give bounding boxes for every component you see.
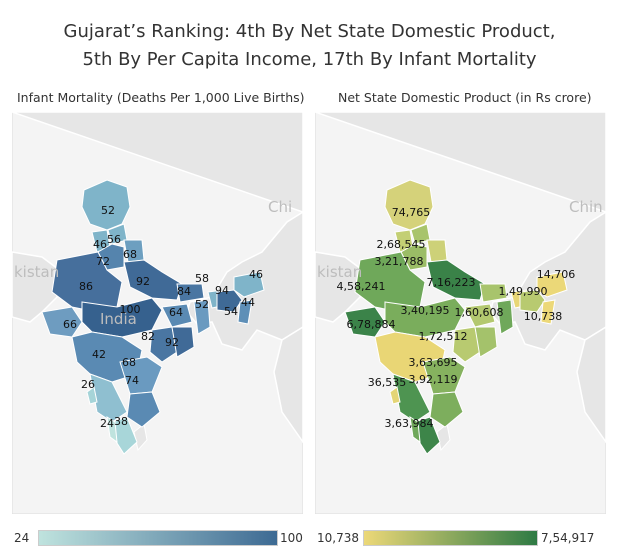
imr-region-kerala[interactable] [106, 416, 118, 444]
imr-value-label: 82 [141, 330, 155, 343]
nsdp-region-arunachal[interactable] [536, 271, 568, 298]
imr-value-label: 86 [79, 280, 93, 293]
nsdp-region-gujarat[interactable] [344, 306, 386, 338]
nsdp-value-label: 2,68,545 [377, 238, 426, 251]
nsdp-value-label: 1,72,512 [419, 330, 468, 343]
imr-value-label: 92 [165, 336, 179, 349]
imr-place-label-pakistan: kistan [14, 263, 59, 281]
nsdp-value-label: 4,58,241 [337, 280, 386, 293]
imr-region-chhattisgarh[interactable] [149, 326, 178, 363]
imr-region-arunachal[interactable] [233, 271, 265, 298]
imr-value-label: 68 [122, 356, 136, 369]
imr-value-label: 58 [195, 272, 209, 285]
imr-legend: 24 100 [14, 528, 303, 548]
imr-region-odisha[interactable] [171, 326, 195, 358]
imr-region-jharkhand[interactable] [161, 303, 193, 328]
nsdp-region-kerala[interactable] [409, 416, 421, 444]
imr-region-assam[interactable] [216, 289, 243, 313]
imr-value-label: 72 [96, 255, 110, 268]
imr-legend-max: 100 [280, 531, 303, 545]
imr-value-label: 66 [63, 318, 77, 331]
imr-value-label: 42 [92, 348, 106, 361]
nsdp-value-label: 3,63,984 [385, 417, 434, 430]
imr-region-west-bengal[interactable] [193, 299, 211, 335]
imr-value-label: 38 [114, 415, 128, 428]
nsdp-value-label: 1,60,608 [455, 306, 504, 319]
imr-value-label: 44 [241, 296, 255, 309]
chart-title: Gujarat’s Ranking: 4th By Net State Dome… [0, 18, 619, 74]
nsdp-map-label: Net State Domestic Product (in Rs crore) [338, 90, 592, 105]
imr-region-mizoram[interactable] [237, 299, 253, 325]
imr-value-label: 52 [195, 298, 209, 311]
nsdp-region-assam[interactable] [519, 289, 546, 313]
nsdp-value-label: 1,49,990 [499, 285, 548, 298]
nsdp-legend: 10,738 7,54,917 [317, 528, 607, 548]
title-line-1: Gujarat’s Ranking: 4th By Net State Dome… [63, 21, 556, 42]
imr-value-label: 68 [123, 248, 137, 261]
nsdp-place-label-pakistan: kistan [317, 263, 362, 281]
nsdp-legend-min: 10,738 [317, 531, 359, 545]
imr-value-label: 84 [177, 285, 191, 298]
nsdp-region-west-bengal[interactable] [496, 299, 514, 335]
imr-region-karnataka[interactable] [89, 373, 128, 423]
imr-value-label: 92 [136, 275, 150, 288]
nsdp-value-label: 3,92,119 [409, 373, 458, 386]
nsdp-region-karnataka[interactable] [392, 373, 431, 423]
nsdp-region-telangana[interactable] [422, 356, 466, 395]
imr-value-label: 46 [93, 238, 107, 251]
imr-region-bihar[interactable] [176, 283, 205, 303]
imr-value-label: 24 [100, 417, 114, 430]
imr-place-label-india: India [100, 310, 137, 328]
imr-value-label: 56 [107, 233, 121, 246]
nsdp-value-label: 3,21,788 [375, 255, 424, 268]
nsdp-value-label: 7,16,223 [427, 276, 476, 289]
nsdp-region-uttarakhand[interactable] [426, 239, 448, 263]
imr-region-gujarat[interactable] [41, 306, 83, 338]
imr-value-label: 52 [101, 204, 115, 217]
nsdp-region-mizoram[interactable] [540, 299, 556, 325]
imr-legend-gradient [38, 530, 278, 546]
nsdp-value-label: 3,63,695 [409, 356, 458, 369]
nsdp-region-chhattisgarh[interactable] [452, 326, 481, 363]
imr-value-label: 54 [224, 305, 238, 318]
imr-region-goa[interactable] [86, 386, 98, 405]
nsdp-region-bihar[interactable] [479, 283, 508, 303]
imr-value-label: 74 [125, 374, 139, 387]
imr-legend-min: 24 [14, 531, 30, 545]
imr-value-label: 100 [120, 303, 141, 316]
imr-region-andhra-pradesh[interactable] [126, 391, 161, 428]
nsdp-region-goa[interactable] [389, 386, 401, 405]
imr-value-label: 64 [169, 306, 183, 319]
nsdp-map[interactable]: kistan Chin 74,765 2,68,545 3,21,788 7,1… [315, 112, 606, 514]
nsdp-legend-max: 7,54,917 [541, 531, 595, 545]
nsdp-value-label: 3,40,195 [401, 304, 450, 317]
imr-region-telangana[interactable] [119, 356, 163, 395]
nsdp-region-odisha[interactable] [474, 326, 498, 358]
nsdp-value-label: 10,738 [524, 310, 563, 323]
imr-map[interactable]: kistan India Chi 52 46 56 72 68 86 92 58… [12, 112, 303, 514]
nsdp-place-label-china: Chin [569, 198, 603, 216]
imr-value-label: 94 [215, 284, 229, 297]
nsdp-value-label: 36,535 [368, 376, 407, 389]
imr-place-label-china: Chi [268, 198, 292, 216]
nsdp-legend-gradient [363, 530, 538, 546]
nsdp-region-andhra-pradesh[interactable] [429, 391, 464, 428]
imr-value-label: 26 [81, 378, 95, 391]
imr-value-label: 46 [249, 268, 263, 281]
imr-map-label: Infant Mortality (Deaths Per 1,000 Live … [17, 90, 305, 105]
nsdp-region-jharkhand[interactable] [464, 303, 496, 328]
nsdp-value-label: 74,765 [392, 206, 431, 219]
nsdp-region-jammu-kashmir[interactable] [384, 179, 434, 231]
title-line-2: 5th By Per Capita Income, 17th By Infant… [82, 49, 537, 70]
imr-region-jammu-kashmir[interactable] [81, 179, 131, 231]
nsdp-value-label: 14,706 [537, 268, 576, 281]
nsdp-value-label: 6,78,884 [347, 318, 396, 331]
